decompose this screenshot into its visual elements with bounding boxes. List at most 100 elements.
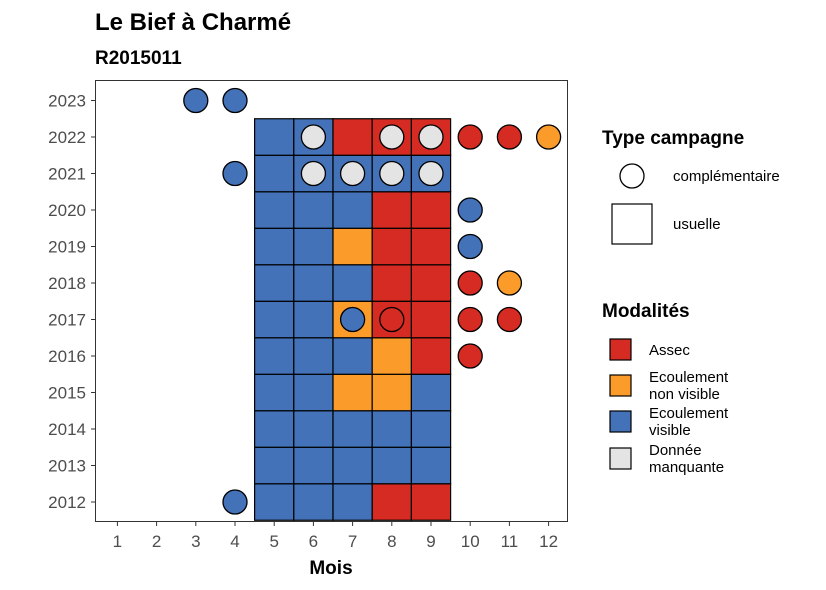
legend-label-assec: Assec [649,342,690,359]
point-2022-11 [496,124,523,150]
legend-type-campagne: Type campagne complémentaire usuelle [602,128,780,245]
y-tick-label: 2019 [48,238,86,257]
point-2012-4 [222,489,248,515]
x-tick-label: 8 [387,532,396,551]
point-2017-10 [457,306,483,333]
legend-key-usuelle [611,203,653,245]
tile-2020-9 [410,191,452,229]
point-2023-3 [183,87,209,114]
tile-2015-9 [410,373,452,412]
tile-2018-9 [410,264,452,302]
legend-modalites: Modalités Assec Ecoulement non visibleEcou… [602,301,729,476]
tile-2020-6 [293,191,334,229]
tile-2014-7 [332,410,373,448]
point-2022-6 [300,124,327,150]
y-axis: 2012 2013 2014 2015 2016 2017 2018 2019 2020 2021… [48,92,96,512]
tile-2013-7 [332,446,373,485]
tile-2022-7 [332,118,373,156]
tile-2022-5 [254,118,295,156]
point-2020-10 [457,197,483,223]
x-tick-label: 3 [191,532,200,551]
tile-2019-8 [371,227,413,266]
x-tick-label: 1 [113,532,122,551]
legend-label-ecoulement-visible: Ecoulement visible [649,405,729,439]
tile-2015-8 [371,373,413,412]
tile-2013-6 [293,446,334,485]
chart-title: Le Bief à Charmé [95,9,291,36]
legend-key-complementaire [619,163,645,189]
legend-label-ecoulement-non-visible: Ecoulement non visible [649,369,729,403]
point-2021-9 [418,160,444,187]
tile-2014-8 [371,410,413,448]
tile-2017-9 [410,300,452,339]
tile-2012-9 [410,483,452,521]
tile-2018-5 [254,264,295,302]
tile-2017-6 [293,300,334,339]
x-tick-label: 5 [269,532,278,551]
tile-2021-5 [254,154,295,193]
x-tick-label: 9 [426,532,435,551]
point-2021-7 [339,160,366,187]
tile-2018-8 [371,264,413,302]
tile-2017-5 [254,300,295,339]
tile-2012-7 [332,483,373,521]
y-tick-label: 2020 [48,201,86,220]
point-2022-8 [379,124,405,150]
tile-2013-8 [371,446,413,485]
tile-2019-5 [254,227,295,266]
point-2018-11 [496,270,523,296]
tile-2019-7 [332,227,373,266]
x-axis-title: Mois [309,558,352,579]
tile-2020-8 [371,191,413,229]
point-2017-8 [379,306,405,333]
tile-2014-5 [254,410,295,448]
tile-2013-5 [254,446,295,485]
y-tick-label: 2017 [48,311,86,330]
y-tick-label: 2013 [48,457,86,476]
tile-2020-7 [332,191,373,229]
tile-2012-8 [371,483,413,521]
point-2022-9 [418,124,444,150]
complementaire-points [183,87,562,515]
tile-2015-6 [293,373,334,412]
y-tick-label: 2021 [48,165,86,184]
x-tick-label: 11 [501,532,519,551]
tile-2014-9 [410,410,452,448]
legend-swatch-ecoulement-non-visible [609,374,632,397]
legend-label-donnee-manquante: Donnée manquante [649,442,724,476]
point-2023-4 [222,87,248,114]
point-2016-10 [457,343,483,369]
x-tick-label: 4 [230,532,239,551]
y-tick-label: 2014 [48,420,86,439]
tile-2019-9 [410,227,452,266]
tile-2018-7 [332,264,373,302]
tile-2016-8 [371,337,413,375]
tile-2019-6 [293,227,334,266]
x-tick-label: 2 [152,532,161,551]
chart-subtitle: R2015011 [95,48,182,69]
legend-swatch-assec [609,338,632,361]
point-2021-4 [222,160,248,187]
x-tick-label: 7 [348,532,357,551]
tile-2016-6 [293,337,334,375]
point-2021-6 [300,160,327,187]
tile-2016-7 [332,337,373,375]
legend-modalites-title: Modalités [602,301,690,322]
legend-label-complementaire: complémentaire [673,168,780,185]
y-tick-label: 2015 [48,384,86,403]
legend-swatch-donnee-manquante [609,447,632,470]
y-tick-label: 2022 [48,128,86,147]
tile-2012-5 [254,483,295,521]
y-tick-label: 2018 [48,274,86,293]
x-tick-label: 10 [461,532,480,551]
point-2022-12 [535,124,562,150]
x-tick-label: 12 [539,532,558,551]
tile-2012-6 [293,483,334,521]
legend-type-title: Type campagne [602,128,744,149]
tile-2018-6 [293,264,334,302]
tile-2014-6 [293,410,334,448]
tile-2015-5 [254,373,295,412]
tile-2016-5 [254,337,295,375]
point-2018-10 [457,270,483,296]
